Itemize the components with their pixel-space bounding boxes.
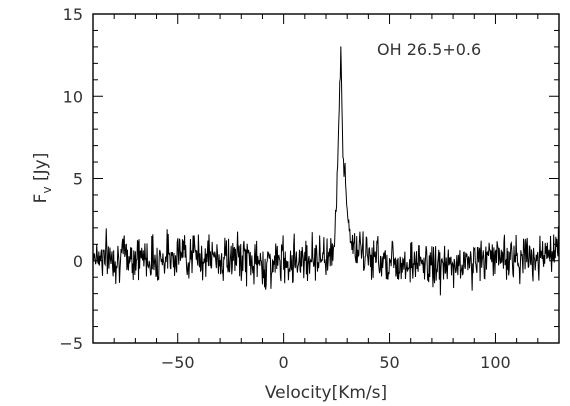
x-tick-label: −50 (161, 353, 195, 372)
y-tick-label: 10 (63, 87, 83, 106)
svg-text:Fv [Jy]: Fv [Jy] (31, 153, 54, 204)
x-tick-label: 50 (379, 353, 399, 372)
y-axis-title-sub: v (40, 186, 54, 193)
y-axis-title-main: F (31, 194, 51, 204)
y-tick-label: 0 (73, 252, 83, 271)
annotation-label: OH 26.5+0.6 (377, 40, 481, 59)
y-tick-label: −5 (59, 334, 83, 353)
x-tick-label: 100 (480, 353, 511, 372)
y-tick-label: 5 (73, 170, 83, 189)
y-axis-title: Fv [Jy] (31, 153, 54, 204)
x-tick-label: 0 (279, 353, 289, 372)
y-tick-label: 15 (63, 5, 83, 24)
axis-ticks (92, 13, 560, 344)
y-axis-title-unit: [Jy] (31, 153, 51, 187)
spectrum-line (92, 46, 560, 296)
x-axis-title: Velocity[Km/s] (265, 383, 387, 403)
plot-frame (92, 13, 560, 344)
